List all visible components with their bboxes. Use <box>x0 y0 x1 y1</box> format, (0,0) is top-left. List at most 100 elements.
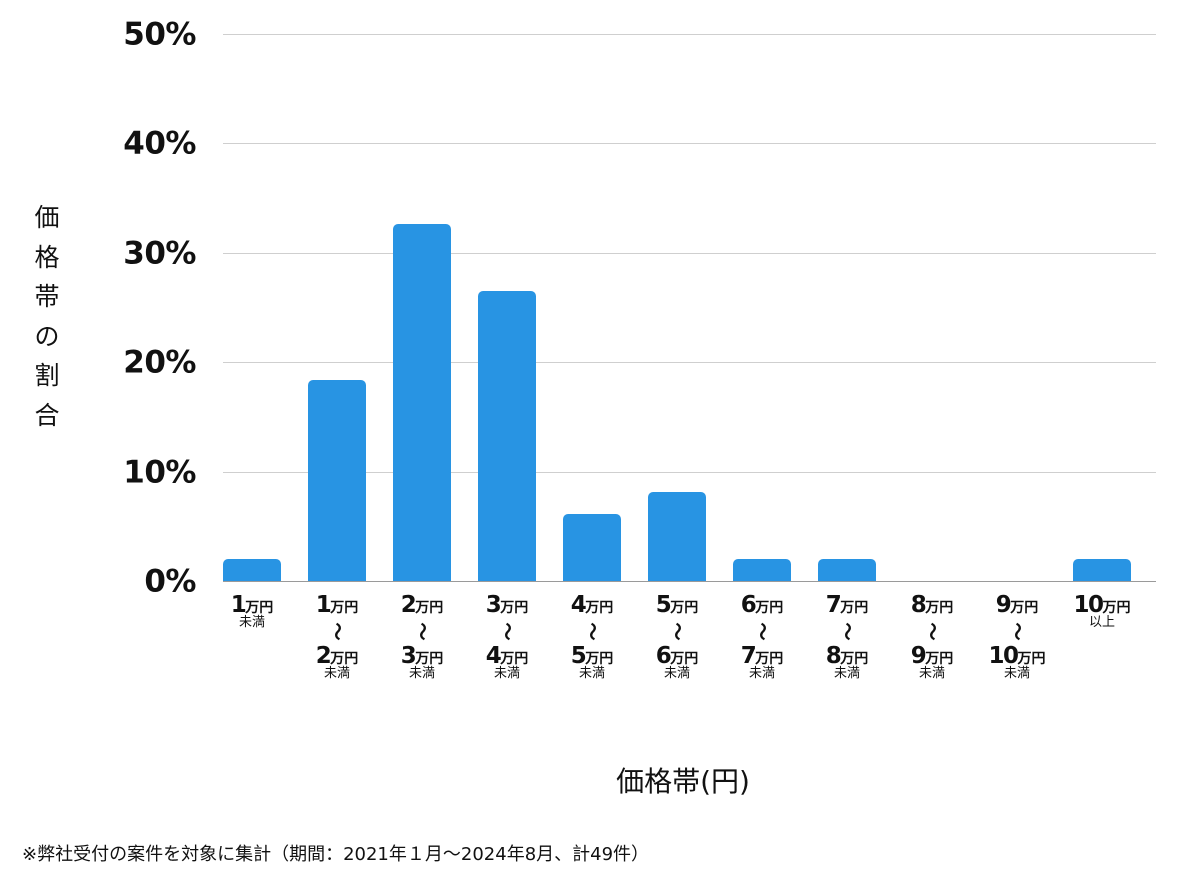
range-suffix: 未満 <box>408 666 435 681</box>
x-category-label: 2万円〜 3万円 未満 <box>382 594 462 682</box>
range-from-number: 1 <box>315 592 332 618</box>
range-to: 7万円 <box>722 645 802 669</box>
range-to-number: 6 <box>655 643 672 669</box>
y-axis-title-char: 価 <box>34 203 60 232</box>
range-to-unit: 万円 <box>330 651 359 667</box>
y-tick-label: 50% <box>123 16 196 53</box>
range-tilde: 〜 <box>665 622 690 641</box>
range-from: 3万円 <box>467 594 547 618</box>
range-from-unit: 万円 <box>330 600 359 616</box>
x-category-label: 7万円〜 8万円 未満 <box>807 594 887 682</box>
range-to: 5万円 <box>552 645 632 669</box>
range-tilde: 〜 <box>835 622 860 641</box>
range-tilde: 〜 <box>325 622 350 641</box>
range-to: 6万円 <box>637 645 717 669</box>
range-suffix: 未満 <box>748 666 775 681</box>
range-to-unit: 万円 <box>925 651 954 667</box>
range-from-unit: 万円 <box>1010 600 1039 616</box>
x-category-label: 1万円〜 2万円 未満 <box>297 594 377 682</box>
range-suffix: 未満 <box>578 666 605 681</box>
range-from: 4万円 <box>552 594 632 618</box>
y-axis-title-char: 帯 <box>34 282 60 311</box>
range-tilde: 〜 <box>920 622 945 641</box>
bar <box>478 290 536 581</box>
range-from-number: 8 <box>910 592 927 618</box>
x-category-label: 8万円〜 9万円 未満 <box>892 594 972 682</box>
range-from-unit: 万円 <box>670 600 699 616</box>
gridline <box>223 362 1156 363</box>
range-to-number: 2 <box>315 643 332 669</box>
y-tick-label: 10% <box>123 454 196 491</box>
y-axis-title-char: 格 <box>34 242 60 272</box>
range-to: 9万円 <box>892 645 972 669</box>
range-from-number: 5 <box>655 592 672 618</box>
range-to-number: 8 <box>825 643 842 669</box>
range-tilde: 〜 <box>1005 622 1030 641</box>
footnote: ※弊社受付の案件を対象に集計（期間：2021年１月〜2024年8月、計49件） <box>22 844 650 865</box>
range-from: 10万円 <box>1062 594 1142 618</box>
y-tick-label: 30% <box>123 235 196 272</box>
range-from: 1万円 <box>297 594 377 618</box>
range-from: 6万円 <box>722 594 802 618</box>
range-from-unit: 万円 <box>245 600 274 616</box>
bar <box>223 558 281 581</box>
range-to-unit: 万円 <box>670 651 699 667</box>
x-category-label: 1万円 未満 <box>212 594 292 631</box>
range-to-number: 10 <box>988 643 1019 669</box>
x-category-label: 4万円〜 5万円 未満 <box>552 594 632 682</box>
range-from: 5万円 <box>637 594 717 618</box>
range-suffix: 未満 <box>663 666 690 681</box>
range-to: 8万円 <box>807 645 887 669</box>
x-category-label: 5万円〜 6万円 未満 <box>637 594 717 682</box>
range-suffix: 未満 <box>1003 666 1030 681</box>
bar <box>308 380 366 581</box>
range-from-unit: 万円 <box>585 600 614 616</box>
range-from: 7万円 <box>807 594 887 618</box>
range-to-unit: 万円 <box>755 651 784 667</box>
y-tick-label: 40% <box>123 125 196 162</box>
y-tick-label: 0% <box>144 563 196 600</box>
gridline <box>223 143 1156 144</box>
gridline <box>223 34 1156 35</box>
range-suffix: 未満 <box>918 666 945 681</box>
range-to-unit: 万円 <box>415 651 444 667</box>
range-from: 1万円 <box>212 594 292 618</box>
bar <box>1073 558 1131 581</box>
gridline <box>223 253 1156 254</box>
range-from-unit: 万円 <box>840 600 869 616</box>
range-suffix: 未満 <box>493 666 520 681</box>
range-from-number: 9 <box>995 592 1012 618</box>
x-category-label: 6万円〜 7万円 未満 <box>722 594 802 682</box>
range-from-unit: 万円 <box>1102 600 1131 616</box>
range-from-number: 2 <box>400 592 417 618</box>
x-category-label: 3万円〜 4万円 未満 <box>467 594 547 682</box>
bar <box>563 514 621 581</box>
range-from-number: 1 <box>230 592 247 618</box>
range-to-number: 7 <box>740 643 757 669</box>
gridline <box>223 472 1156 473</box>
y-axis-title-char: 合 <box>34 400 60 430</box>
range-suffix: 以上 <box>1088 615 1115 630</box>
range-to-number: 3 <box>400 643 417 669</box>
range-from: 8万円 <box>892 594 972 618</box>
y-axis-title: 価 格 帯 の 割 合 <box>32 198 62 435</box>
range-from-number: 3 <box>485 592 502 618</box>
y-axis-title-char: 割 <box>34 361 60 390</box>
range-to-unit: 万円 <box>840 651 869 667</box>
x-axis-baseline <box>223 581 1156 582</box>
bar <box>648 491 706 581</box>
y-axis-title-char: の <box>34 321 60 351</box>
range-to: 10万円 <box>977 645 1057 669</box>
range-to-unit: 万円 <box>585 651 614 667</box>
range-from-unit: 万円 <box>500 600 529 616</box>
x-axis-title: 価格帯(円) <box>616 765 750 798</box>
range-to: 2万円 <box>297 645 377 669</box>
range-from-unit: 万円 <box>755 600 784 616</box>
range-tilde: 〜 <box>750 622 775 641</box>
range-tilde: 〜 <box>495 622 520 641</box>
range-to: 4万円 <box>467 645 547 669</box>
range-to-unit: 万円 <box>1017 651 1046 667</box>
range-to-number: 9 <box>910 643 927 669</box>
x-category-label: 10万円 以上 <box>1062 594 1142 631</box>
x-category-label: 9万円〜 10万円 未満 <box>977 594 1057 682</box>
